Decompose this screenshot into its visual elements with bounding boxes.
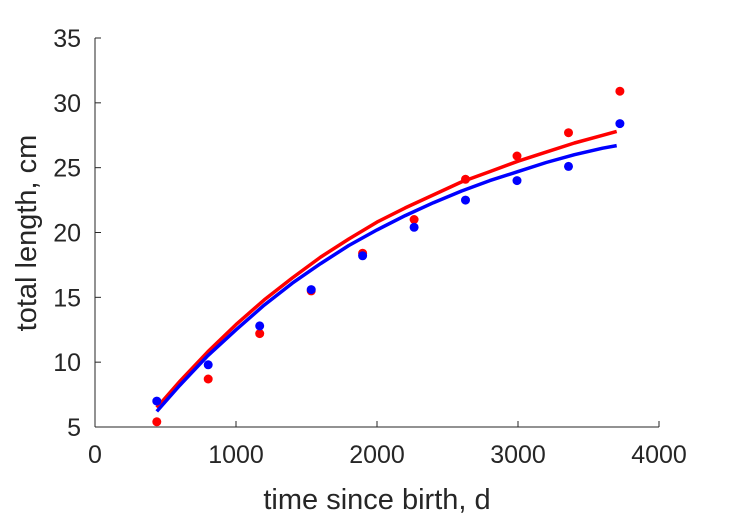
data-point-series-0 — [255, 329, 265, 339]
data-point-series-1 — [152, 396, 162, 406]
data-point-series-1 — [512, 176, 522, 186]
data-point-series-1 — [564, 161, 573, 171]
data-point-series-1 — [255, 321, 265, 331]
fit-line-series-2 — [155, 129, 618, 409]
y-tick-label: 35 — [53, 25, 81, 53]
fit-lines — [155, 129, 618, 413]
y-tick-label: 15 — [53, 284, 81, 312]
y-tick-label: 30 — [53, 90, 81, 118]
data-point-series-0 — [564, 128, 573, 138]
data-point-series-0 — [409, 215, 419, 224]
data-point-series-0 — [203, 374, 213, 384]
x-tick-label: 1000 — [208, 441, 264, 469]
y-tick-label: 5 — [67, 414, 81, 442]
data-point-series-1 — [461, 195, 470, 205]
x-tick-label: 4000 — [631, 441, 687, 469]
data-point-series-1 — [358, 251, 368, 261]
data-point-series-1 — [615, 119, 625, 129]
fit-line-series-3 — [155, 143, 618, 413]
data-point-series-1 — [203, 360, 213, 370]
data-point-series-0 — [152, 417, 162, 427]
data-points — [152, 86, 625, 427]
data-point-series-1 — [409, 222, 419, 232]
x-axis-label: time since birth, d — [263, 484, 490, 516]
x-tick-label: 3000 — [490, 441, 546, 469]
ticks: 0 1000 2000 3000 4000 5 10 15 20 25 30 35 — [53, 25, 687, 469]
data-point-series-0 — [461, 174, 470, 184]
y-tick-label: 25 — [53, 155, 81, 183]
x-tick-label: 0 — [88, 441, 102, 469]
y-tick-label: 20 — [53, 220, 81, 248]
x-tick-label: 2000 — [349, 441, 405, 469]
axes — [94, 38, 659, 428]
y-axis-label: total length, cm — [11, 135, 43, 332]
data-point-series-0 — [512, 151, 522, 161]
data-point-series-1 — [306, 285, 316, 295]
data-point-series-0 — [615, 86, 625, 96]
y-tick-label: 10 — [53, 349, 81, 377]
